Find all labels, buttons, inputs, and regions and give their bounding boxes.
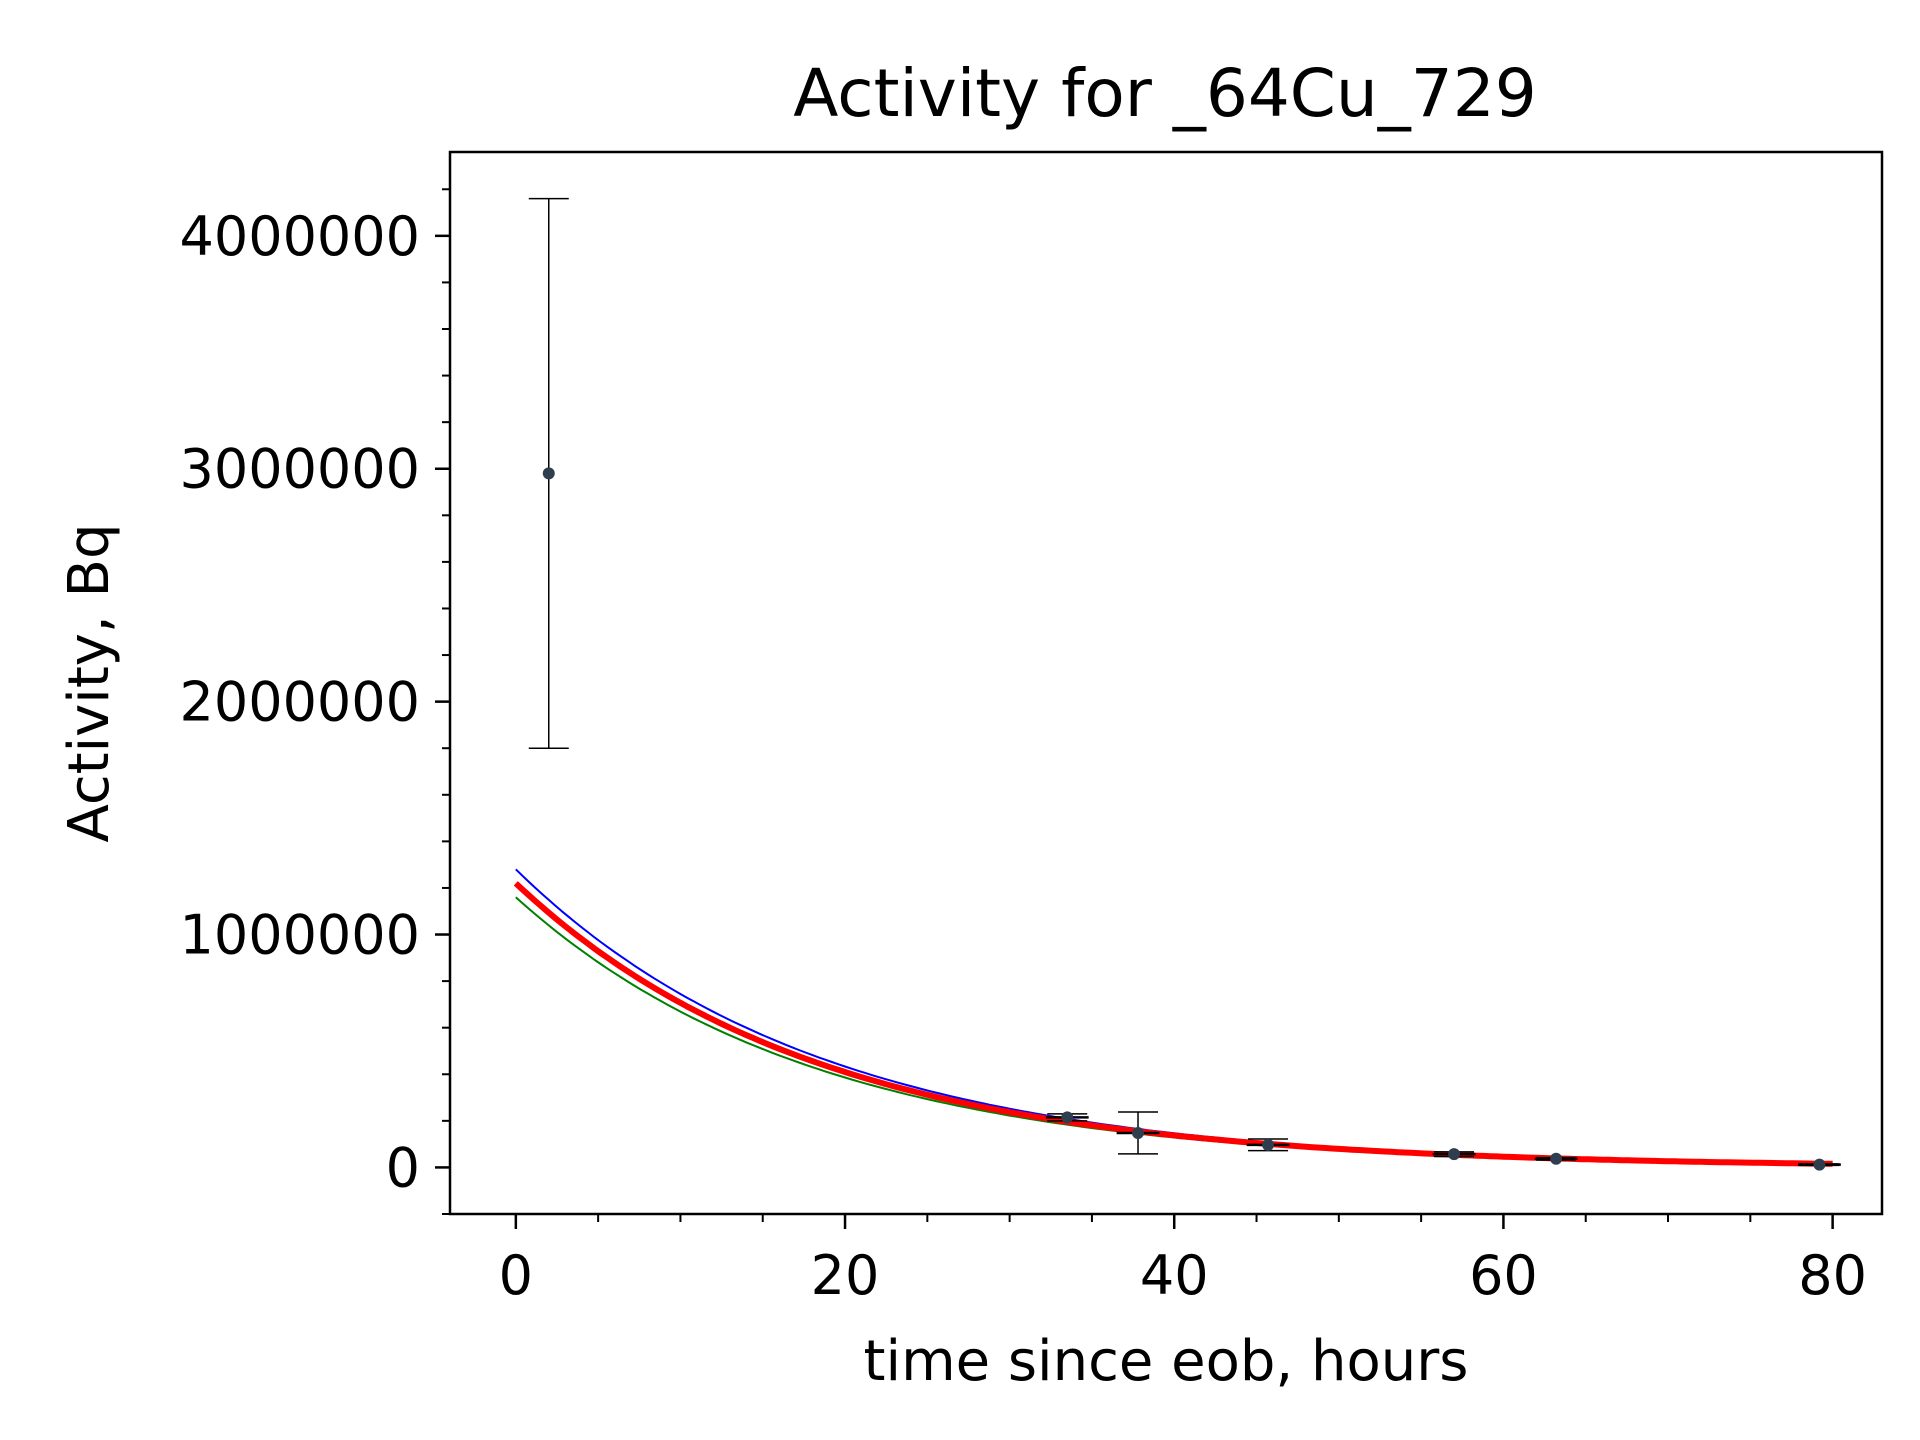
- fit-curve-lower: [515, 896, 1833, 1166]
- x-tick-label: 20: [811, 1244, 880, 1307]
- x-tick-label: 0: [499, 1244, 533, 1307]
- y-tick-label: 4000000: [180, 205, 421, 268]
- y-tick-label: 3000000: [180, 438, 421, 501]
- x-tick-label: 40: [1140, 1244, 1209, 1307]
- data-point: [1550, 1152, 1563, 1165]
- axis-ticks: 0 20 40 60 80 0 1000000 2000000 3000000 4000000: [180, 188, 1867, 1307]
- data-points: [528, 197, 1841, 1171]
- x-tick-label: 60: [1469, 1244, 1538, 1307]
- data-point: [542, 467, 555, 480]
- data-point: [1262, 1138, 1275, 1151]
- fit-curve-upper: [515, 868, 1833, 1165]
- x-tick-label: 80: [1798, 1244, 1867, 1307]
- y-tick-label: 1000000: [180, 904, 421, 967]
- y-tick-label: 2000000: [180, 671, 421, 734]
- y-axis-label: Activity, Bq: [57, 524, 122, 843]
- y-tick-label: 0: [386, 1136, 420, 1199]
- data-point: [1061, 1111, 1074, 1124]
- fit-curve-best: [513, 881, 1833, 1167]
- chart-title: Activity for _64Cu_729: [793, 55, 1536, 132]
- data-point: [1132, 1126, 1145, 1139]
- plot-frame: [448, 150, 1884, 1216]
- data-point: [1448, 1148, 1461, 1161]
- x-axis-label: time since eob, hours: [864, 1329, 1469, 1394]
- data-point: [1813, 1158, 1826, 1171]
- fit-curves: [513, 868, 1833, 1167]
